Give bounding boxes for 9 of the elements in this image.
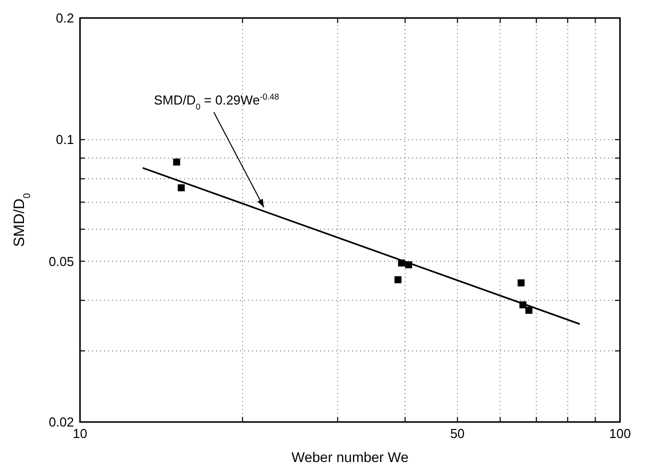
x-tick-label: 50	[450, 426, 465, 441]
y-tick-label: 0.1	[56, 132, 74, 148]
x-tick-label: 100	[609, 426, 631, 441]
x-axis-title: Weber number We	[292, 449, 409, 465]
annotation: SMD/D$_{0}$ = 0.29We$^{-0.48}$	[154, 91, 280, 112]
y-tick-label: 0.05	[48, 254, 74, 269]
y-tick-label: 0.2	[56, 10, 74, 26]
x-tick-label: 10	[72, 426, 88, 441]
y-tick-label: 0.02	[48, 414, 74, 430]
